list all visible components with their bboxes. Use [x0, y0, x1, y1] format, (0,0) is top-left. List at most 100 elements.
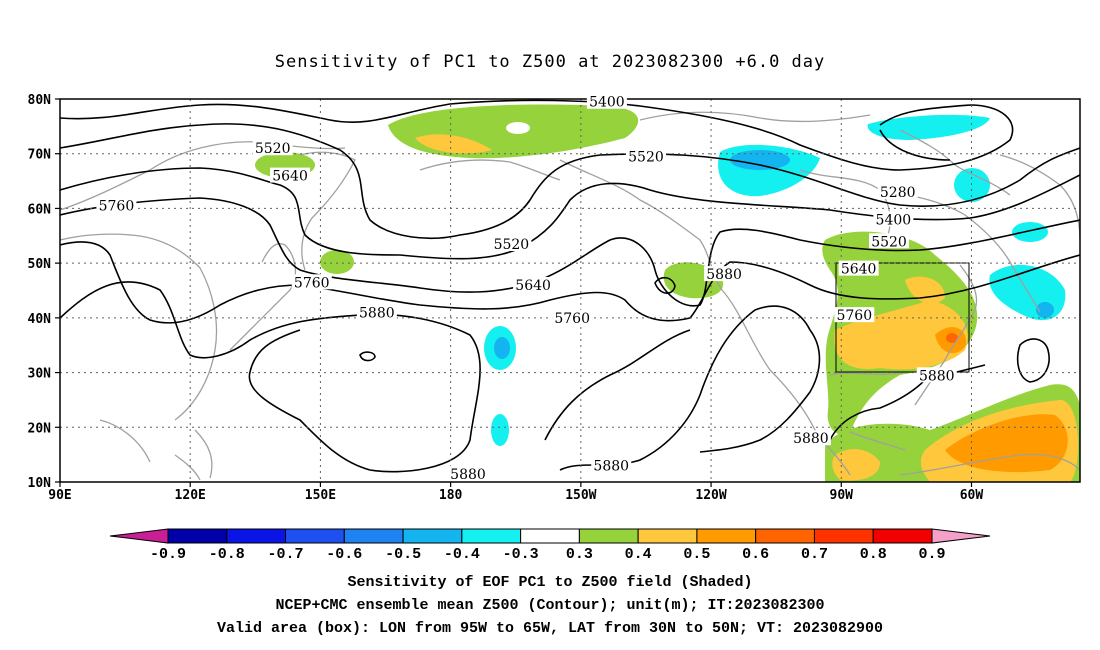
- colorbar-segment: [872, 528, 933, 544]
- contour-label-bg: [513, 277, 554, 293]
- contour-label-bg: [838, 260, 879, 276]
- lat-tick-label: 50N: [28, 257, 52, 272]
- shade-negative-core: [1036, 302, 1054, 318]
- contour-label: 5400: [876, 212, 912, 228]
- shade-negative-region: [989, 264, 1066, 321]
- lon-tick-label: 120W: [695, 488, 726, 503]
- contour-label: 5640: [841, 262, 877, 278]
- colorbar-segment: [578, 528, 639, 544]
- contour-label-bg: [877, 184, 918, 200]
- lat-tick-label: 80N: [28, 93, 52, 108]
- colorbar-label: 0.8: [860, 546, 887, 563]
- contour-label-bg: [625, 148, 666, 164]
- lon-tick-label: 150E: [305, 488, 336, 503]
- contour-label-bg: [704, 266, 745, 282]
- contour-label-bg: [96, 197, 137, 213]
- lon-tick-label: 60W: [960, 488, 984, 503]
- contour-labels: 5400 5520 5520 5640 5760 5520 5760 5640 5880 5760…: [96, 93, 957, 483]
- shade-positive-mid: [834, 300, 968, 370]
- colorbar-segment: [813, 528, 874, 544]
- shade-negative-core: [730, 150, 790, 170]
- contour-label: 5760: [836, 308, 872, 324]
- contour-label: 5520: [871, 234, 907, 250]
- contour-label-bg: [916, 367, 957, 383]
- colorbar-segment: [696, 528, 757, 544]
- contour-label-bg: [356, 304, 397, 320]
- shade-positive-strongest: [946, 333, 958, 343]
- lat-tick-label: 20N: [28, 421, 52, 436]
- lat-tick-label: 30N: [28, 367, 52, 382]
- contour-label-bg: [291, 274, 332, 290]
- shade-negative-region: [1012, 222, 1048, 242]
- contour-label-bg: [270, 167, 311, 183]
- contour-label-bg: [252, 140, 293, 156]
- colorbar-label: 0.6: [742, 546, 769, 563]
- caption-line-1: Sensitivity of EOF PC1 to Z500 field (Sh…: [347, 574, 753, 591]
- colorbar-label: -0.3: [503, 546, 539, 563]
- colorbar: -0.9 -0.8 -0.7 -0.6 -0.5 -0.4 -0.3 0.3 0.4 0.5 0.6…: [109, 528, 991, 563]
- contour-label: 5760: [554, 311, 590, 327]
- shade-positive-core: [415, 134, 492, 154]
- colorbar-label: 0.3: [566, 546, 593, 563]
- lat-tick-label: 60N: [28, 202, 52, 217]
- colorbar-segment: [520, 528, 580, 544]
- colorbar-label: -0.9: [150, 546, 186, 563]
- shade-negative-core: [494, 337, 510, 359]
- contour-label: 5760: [99, 199, 135, 215]
- contour-label-bg: [790, 430, 831, 446]
- colorbar-label: -0.7: [268, 546, 304, 563]
- colorbar-label: -0.4: [444, 546, 480, 563]
- contour-label: 5640: [515, 278, 551, 294]
- map-title: Sensitivity of PC1 to Z500 at 2023082300…: [274, 52, 826, 72]
- contour-label-bg: [586, 93, 627, 109]
- colorbar-label: -0.5: [385, 546, 421, 563]
- colorbar-low-triangle: [109, 528, 169, 544]
- colorbar-label: 0.5: [683, 546, 710, 563]
- contour-label-bg: [869, 233, 910, 249]
- shade-hole: [506, 122, 530, 134]
- caption-line-2: NCEP+CMC ensemble mean Z500 (Contour); u…: [275, 597, 825, 614]
- shade-positive-mid: [832, 449, 880, 481]
- lat-tick-label: 40N: [28, 312, 52, 327]
- shade-negative-region: [867, 114, 990, 140]
- coastlines: [60, 111, 1080, 481]
- colorbar-label: -0.6: [326, 546, 362, 563]
- lon-tick-label: 150W: [565, 488, 596, 503]
- colorbar-segment: [755, 528, 815, 544]
- contour-label-bg: [591, 457, 632, 473]
- contour-label: 5640: [272, 169, 308, 185]
- shade-positive-strong: [945, 414, 1068, 473]
- shade-negative-region: [491, 414, 509, 446]
- colorbar-segment: [402, 528, 463, 544]
- z500-contours: [60, 99, 1080, 473]
- colorbar-segment: [343, 528, 404, 544]
- contour-label: 5880: [450, 467, 486, 483]
- colorbar-segment: [637, 528, 698, 544]
- lat-tick-label: 70N: [28, 148, 52, 163]
- contour-label: 5880: [793, 431, 829, 447]
- contour-label-bg: [448, 465, 488, 481]
- contour-label: 5880: [593, 459, 629, 475]
- lon-tick-label: 90E: [48, 488, 71, 503]
- caption-line-3: Valid area (box): LON from 95W to 65W, L…: [216, 620, 884, 637]
- contour-label: 5400: [589, 95, 625, 111]
- colorbar-label: 0.4: [625, 546, 652, 563]
- contour-label: 5880: [359, 305, 395, 321]
- contour-label: 5880: [706, 267, 742, 283]
- contour-label: 5520: [255, 141, 291, 157]
- colorbar-label: -0.8: [209, 546, 245, 563]
- contour-label: 5880: [919, 368, 955, 384]
- contour-label-bg: [834, 307, 875, 323]
- lon-tick-label: 90W: [830, 488, 854, 503]
- plot-frame: [59, 98, 1081, 483]
- contour-label: 5280: [880, 185, 916, 201]
- shade-positive-region: [320, 250, 354, 274]
- contour-label: 5520: [628, 149, 664, 165]
- colorbar-segment: [461, 528, 522, 544]
- lon-tick-label: 180: [439, 488, 463, 503]
- contour-label-bg: [552, 309, 593, 325]
- lat-tick-label: 10N: [28, 476, 52, 491]
- contour-label-bg: [491, 235, 532, 251]
